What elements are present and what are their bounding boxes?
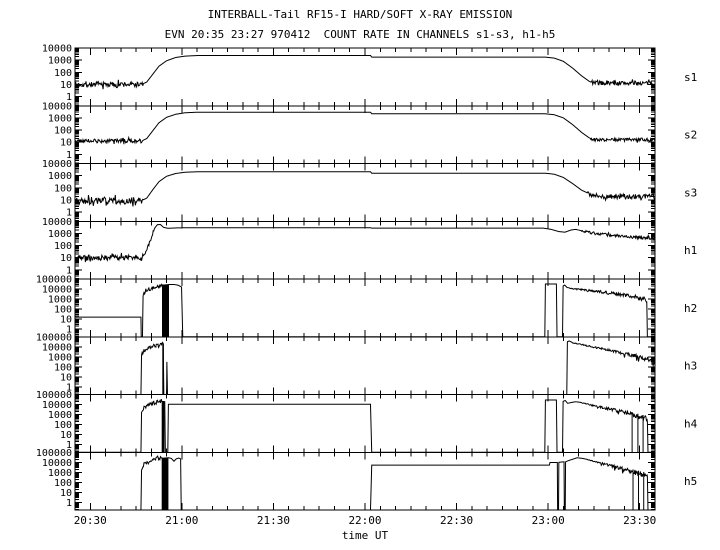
y-tick-label-s3: 10 — [60, 195, 72, 206]
y-tick-label-h5: 10000 — [42, 458, 72, 469]
y-tick-label-s3: 10000 — [42, 159, 72, 170]
x-axis-title: time UT — [342, 529, 389, 542]
y-tick-label-h2: 1000 — [48, 295, 72, 306]
y-tick-label-h1: 10000 — [42, 217, 72, 228]
y-tick-label-h4: 1 — [66, 440, 72, 451]
y-tick-label-h5: 1 — [66, 498, 72, 509]
channel-label-s1: s1 — [684, 71, 697, 84]
y-tick-label-s3: 1 — [66, 208, 72, 219]
y-tick-label-h3: 1 — [66, 382, 72, 393]
trace-h3 — [75, 340, 656, 395]
trace-s2 — [74, 111, 656, 145]
x-tick-label: 20:30 — [74, 514, 107, 527]
y-tick-label-s2: 10000 — [42, 101, 72, 112]
y-tick-label-h5: 1000 — [48, 468, 72, 479]
y-tick-label-h3: 100 — [54, 362, 72, 373]
y-tick-label-h5: 100 — [54, 478, 72, 489]
y-tick-label-h4: 1000 — [48, 410, 72, 421]
y-tick-label-s1: 10 — [60, 80, 72, 91]
y-tick-label-h5: 10 — [60, 488, 72, 499]
y-tick-label-s3: 1000 — [48, 171, 72, 182]
x-tick-label: 23:30 — [623, 514, 656, 527]
flicker-band-h5 — [161, 457, 169, 510]
y-tick-label-h4: 100000 — [36, 390, 72, 401]
y-tick-label-s1: 1000 — [48, 56, 72, 67]
y-tick-label-s3: 100 — [54, 183, 72, 194]
y-tick-label-s2: 1000 — [48, 113, 72, 124]
x-axis-labels: 20:30 21:00 21:30 22:00 22:30 23:00 23:30 time … — [74, 514, 657, 542]
trace-s3 — [74, 171, 656, 207]
y-tick-label-s2: 10 — [60, 138, 72, 149]
y-tick-label-h4: 100 — [54, 420, 72, 431]
y-tick-label-h2: 100 — [54, 305, 72, 316]
y-tick-label-s1: 10000 — [42, 44, 72, 55]
x-tick-label: 21:30 — [257, 514, 290, 527]
channel-label-h3: h3 — [684, 360, 697, 373]
y-tick-label-h3: 1000 — [48, 352, 72, 363]
x-tick-label: 22:30 — [440, 514, 473, 527]
y-tick-label-s2: 1 — [66, 150, 72, 161]
y-tick-label-h3: 10000 — [42, 342, 72, 353]
trace-s1 — [74, 55, 656, 90]
y-tick-label-h2: 10 — [60, 315, 72, 326]
x-tick-label: 23:00 — [532, 514, 565, 527]
flicker-band-h3 — [162, 343, 164, 395]
y-tick-label-s1: 100 — [54, 68, 72, 79]
channel-label-s3: s3 — [684, 186, 697, 199]
channel-label-s2: s2 — [684, 129, 697, 142]
channel-label-h2: h2 — [684, 302, 697, 315]
y-tick-label-h2: 10000 — [42, 285, 72, 296]
x-tick-label: 21:00 — [165, 514, 198, 527]
channel-label-h5: h5 — [684, 475, 697, 488]
trace-h1 — [74, 224, 656, 263]
trace-h5 — [75, 455, 655, 511]
plot-subtitle: EVN 20:35 23:27 970412 COUNT RATE IN CHA… — [164, 28, 556, 41]
plot-title: INTERBALL-Tail RF15-I HARD/SOFT X-RAY EM… — [207, 8, 513, 21]
flicker-band-h2 — [162, 284, 170, 337]
y-tick-label-s2: 100 — [54, 126, 72, 137]
y-tick-label-h1: 1000 — [48, 229, 72, 240]
y-tick-label-h2: 1 — [66, 325, 72, 336]
y-tick-label-h1: 1 — [66, 265, 72, 276]
y-tick-label-h1: 10 — [60, 253, 72, 264]
y-tick-label-h5: 100000 — [36, 448, 72, 459]
x-tick-label: 22:00 — [348, 514, 381, 527]
y-tick-label-h2: 100000 — [36, 275, 72, 286]
channel-label-h4: h4 — [684, 417, 698, 430]
y-tick-label-h4: 10 — [60, 430, 72, 441]
y-tick-label-h3: 100000 — [36, 332, 72, 343]
y-tick-label-h3: 10 — [60, 372, 72, 383]
flicker-band-h4 — [161, 401, 165, 453]
channel-label-h1: h1 — [684, 244, 697, 257]
y-tick-label-s1: 1 — [66, 92, 72, 103]
y-tick-label-h4: 10000 — [42, 400, 72, 411]
y-tick-label-h1: 100 — [54, 241, 72, 252]
